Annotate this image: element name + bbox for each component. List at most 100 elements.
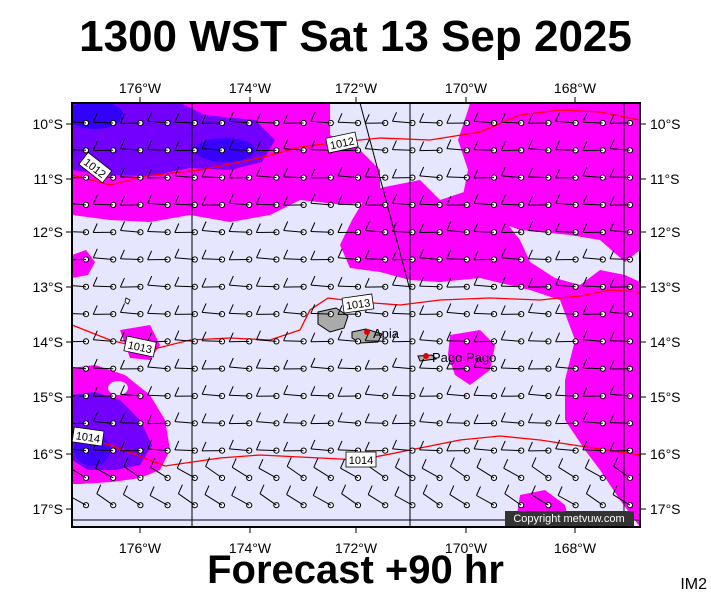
wind-barb bbox=[364, 359, 389, 372]
wind-barb bbox=[446, 277, 470, 290]
wind-barb bbox=[201, 277, 226, 290]
wind-barb bbox=[119, 249, 144, 263]
wind-barb bbox=[446, 114, 470, 127]
wind-barb bbox=[449, 485, 470, 509]
wind-barb bbox=[72, 119, 90, 127]
wind-barb bbox=[283, 385, 307, 400]
wind-barb bbox=[555, 357, 579, 372]
wind-barb bbox=[228, 414, 253, 427]
wind-barb bbox=[337, 276, 362, 290]
wind-barb bbox=[555, 386, 579, 400]
image-code: IM2 bbox=[680, 576, 707, 593]
wind-barb bbox=[92, 358, 117, 372]
wind-barb bbox=[527, 277, 552, 290]
wind-barb bbox=[119, 359, 144, 372]
wind-barb bbox=[582, 330, 606, 345]
wind-barb bbox=[95, 458, 117, 481]
wind-barb bbox=[582, 194, 606, 208]
wind-barb bbox=[201, 195, 226, 208]
wind-barb bbox=[72, 338, 90, 345]
wind-barb bbox=[72, 174, 90, 181]
wind-barb bbox=[174, 166, 198, 181]
wind-barb bbox=[527, 441, 552, 454]
wind-barb bbox=[174, 276, 198, 290]
wind-barb bbox=[527, 413, 552, 427]
wind-barb bbox=[283, 195, 307, 208]
wind-barb bbox=[582, 113, 606, 127]
wind-barb bbox=[337, 113, 362, 127]
lon-label-bottom: 170°W bbox=[445, 540, 488, 556]
wind-barb bbox=[419, 276, 443, 290]
wind-barb bbox=[119, 441, 144, 454]
wind-barb bbox=[582, 276, 606, 290]
wind-barb bbox=[364, 195, 389, 208]
wind-barb bbox=[174, 141, 198, 154]
wind-barb bbox=[255, 305, 280, 318]
wind-barb bbox=[149, 486, 171, 509]
wind-barb bbox=[337, 223, 362, 236]
lon-label-top: 168°W bbox=[554, 80, 597, 96]
wind-barb bbox=[558, 458, 579, 481]
wind-barb bbox=[231, 486, 253, 509]
wind-barb bbox=[337, 387, 362, 400]
wind-barb bbox=[92, 412, 117, 427]
lon-label-bottom: 174°W bbox=[229, 540, 272, 556]
wind-barb bbox=[147, 140, 171, 154]
wind-barb bbox=[72, 147, 90, 154]
wind-barb bbox=[555, 414, 579, 427]
wind-barb bbox=[92, 305, 117, 318]
wind-barb bbox=[313, 458, 334, 481]
wind-barb bbox=[92, 113, 117, 127]
wind-barb bbox=[174, 358, 198, 372]
wind-barb bbox=[259, 484, 280, 509]
wind-barb bbox=[394, 486, 416, 509]
wind-barb bbox=[476, 486, 498, 509]
wind-barb bbox=[72, 256, 90, 263]
wind-barb bbox=[391, 304, 416, 318]
wind-barb bbox=[255, 141, 280, 154]
apia-marker bbox=[364, 329, 370, 335]
wind-barb bbox=[555, 332, 579, 345]
wind-barb bbox=[228, 140, 253, 154]
wind-barb bbox=[504, 484, 525, 509]
lat-label-right: 11°S bbox=[650, 171, 679, 187]
wind-barb bbox=[119, 277, 144, 290]
wind-barb bbox=[555, 193, 579, 208]
wind-barb bbox=[527, 167, 552, 181]
wind-barb bbox=[391, 250, 416, 263]
wind-barb bbox=[310, 250, 334, 263]
wind-barb bbox=[92, 141, 117, 154]
rain-gap bbox=[108, 381, 128, 395]
wind-barb bbox=[228, 332, 253, 345]
wind-barb bbox=[72, 283, 90, 290]
wind-barb bbox=[228, 304, 253, 318]
wind-barb bbox=[446, 441, 470, 454]
wind-barb bbox=[201, 221, 226, 236]
wind-barb bbox=[174, 387, 198, 400]
lat-label-left: 17°S bbox=[32, 501, 63, 517]
wind-barb bbox=[177, 484, 198, 509]
wind-barb bbox=[364, 167, 389, 181]
wind-barb bbox=[527, 195, 552, 208]
svg-text:1013: 1013 bbox=[127, 340, 153, 357]
wind-barb bbox=[147, 304, 171, 318]
wind-barb bbox=[609, 441, 634, 454]
wind-barb bbox=[392, 357, 416, 372]
wind-barb bbox=[256, 248, 280, 263]
wind-barb bbox=[585, 484, 606, 509]
wind-barb bbox=[446, 385, 470, 400]
wind-barb bbox=[201, 385, 226, 400]
wind-barb bbox=[609, 195, 634, 208]
wind-barb bbox=[527, 331, 552, 345]
isobar-line bbox=[72, 434, 640, 467]
isobar-line bbox=[72, 109, 640, 186]
wind-barb bbox=[473, 357, 498, 372]
wind-barb bbox=[283, 359, 307, 372]
wind-barb bbox=[473, 193, 498, 208]
wind-barb bbox=[392, 193, 416, 208]
wind-barb bbox=[147, 414, 171, 427]
wind-barb bbox=[201, 441, 226, 454]
wind-barb bbox=[283, 277, 307, 290]
wind-barb bbox=[446, 221, 470, 236]
wind-barb bbox=[473, 275, 498, 290]
